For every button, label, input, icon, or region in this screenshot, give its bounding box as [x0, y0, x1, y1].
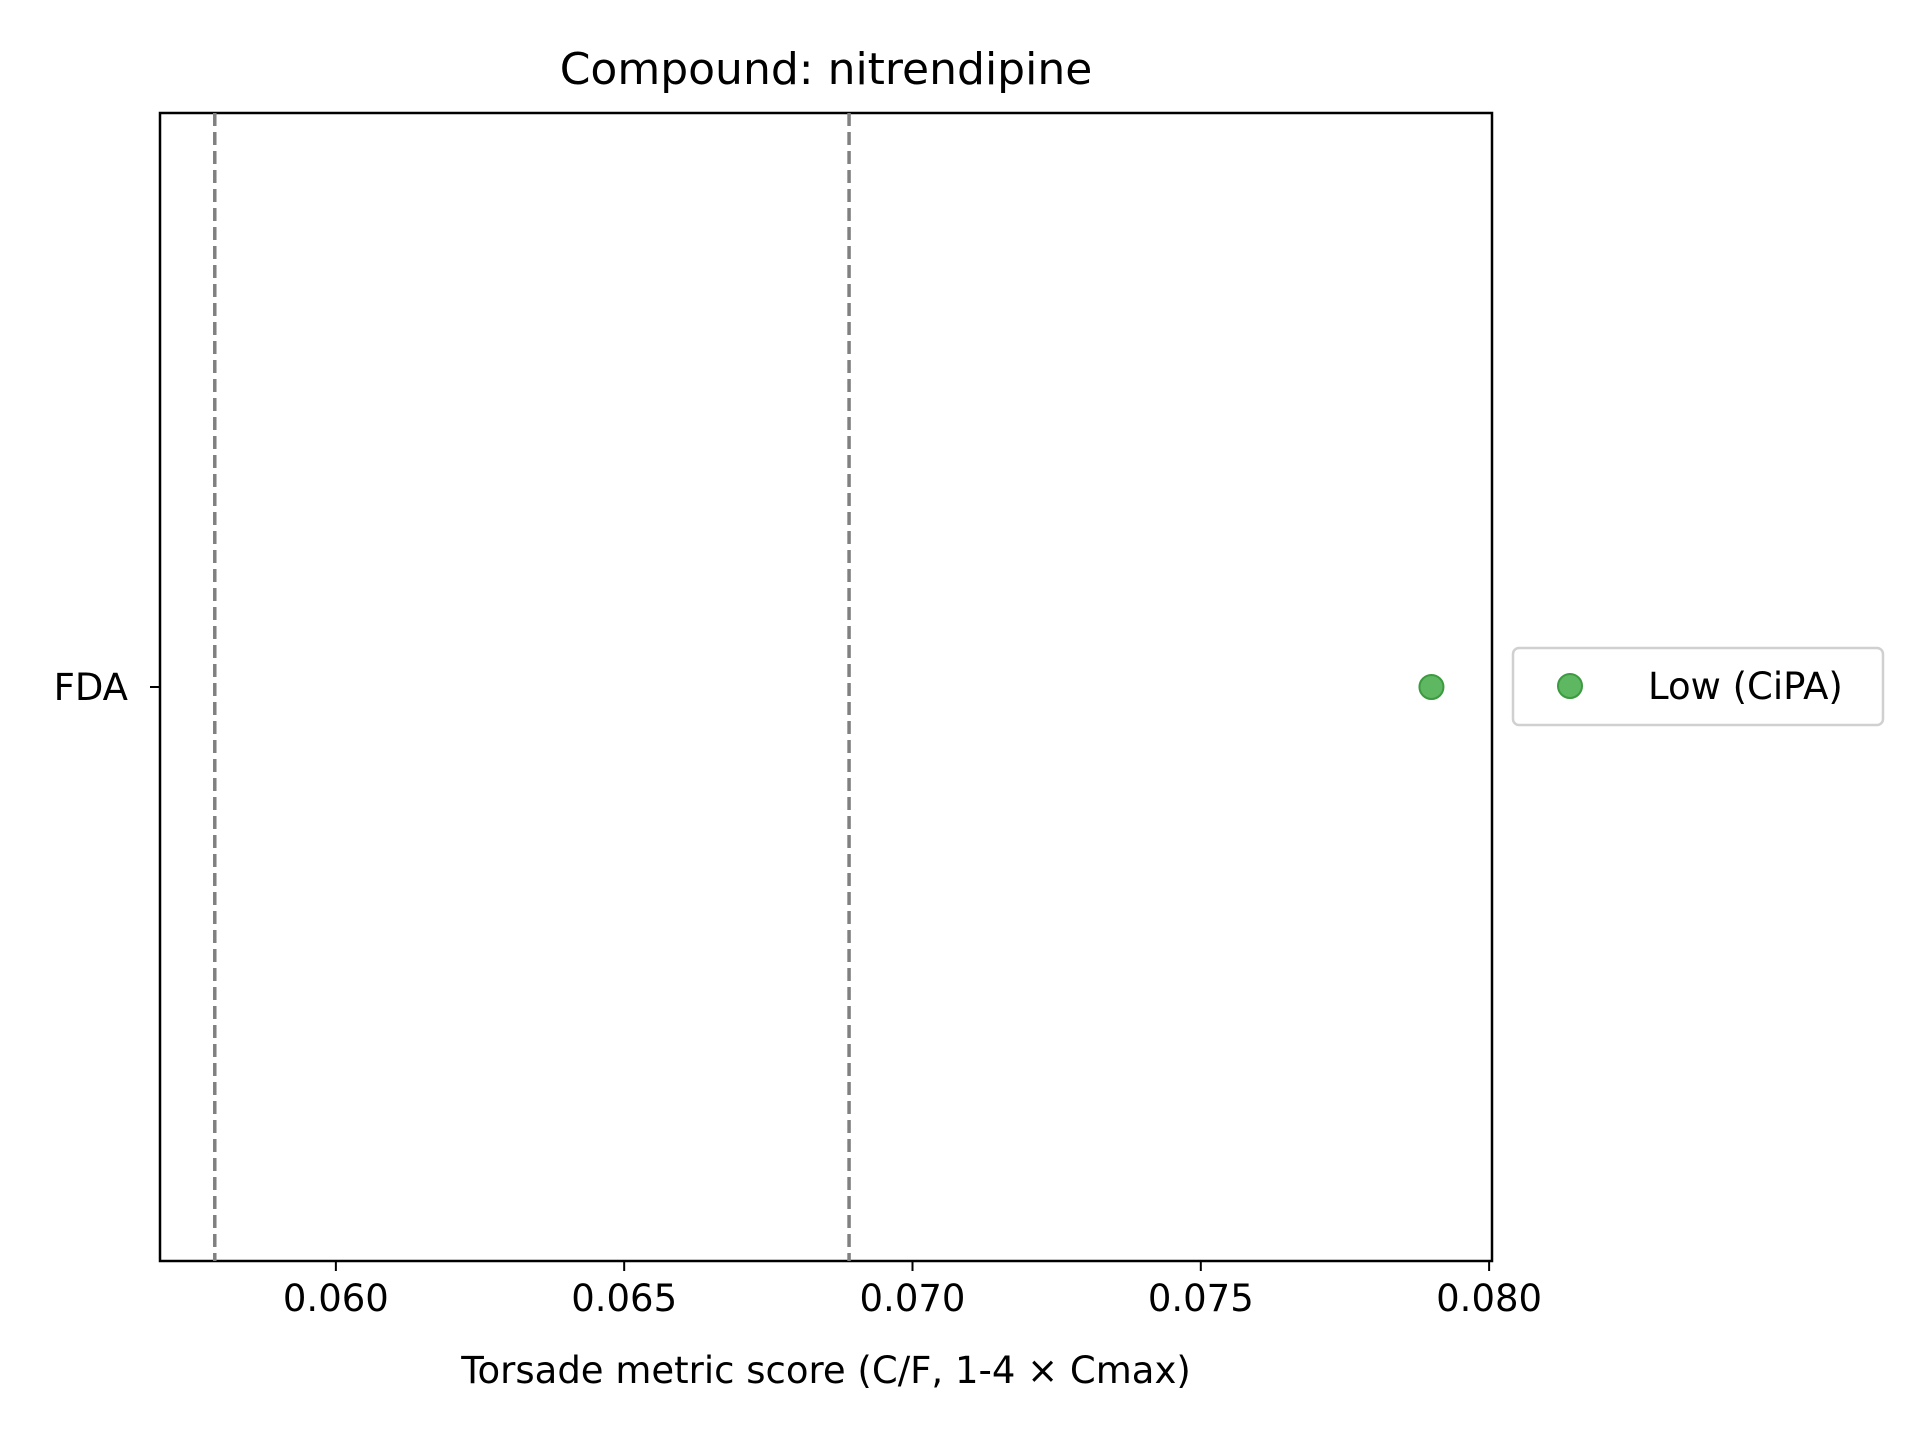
y-axis: FDA: [54, 666, 160, 709]
legend-label: Low (CiPA): [1648, 665, 1843, 708]
legend-marker: [1557, 673, 1583, 699]
reference-lines: [213, 113, 851, 1261]
legend: Low (CiPA): [1511, 646, 1885, 727]
x-tick-label: 0.070: [860, 1277, 966, 1320]
chart-title: Compound: nitrendipine: [560, 44, 1093, 95]
x-tick-label: 0.075: [1148, 1277, 1254, 1320]
data-points: [1418, 674, 1445, 700]
x-tick-label: 0.080: [1436, 1277, 1542, 1320]
plot-frame: [158, 111, 1494, 1263]
y-tick-label: FDA: [54, 666, 128, 709]
x-tick-label: 0.065: [571, 1277, 677, 1320]
legend-frame: [1511, 646, 1885, 727]
data-point: [1418, 674, 1445, 700]
plot-area: [158, 111, 1494, 1263]
x-axis-label: Torsade metric score (C/F, 1-4 × Cmax): [460, 1349, 1191, 1392]
x-tick-label: 0.060: [283, 1277, 389, 1320]
x-axis: 0.060 0.065 0.070 0.075 0.080: [283, 1261, 1542, 1320]
